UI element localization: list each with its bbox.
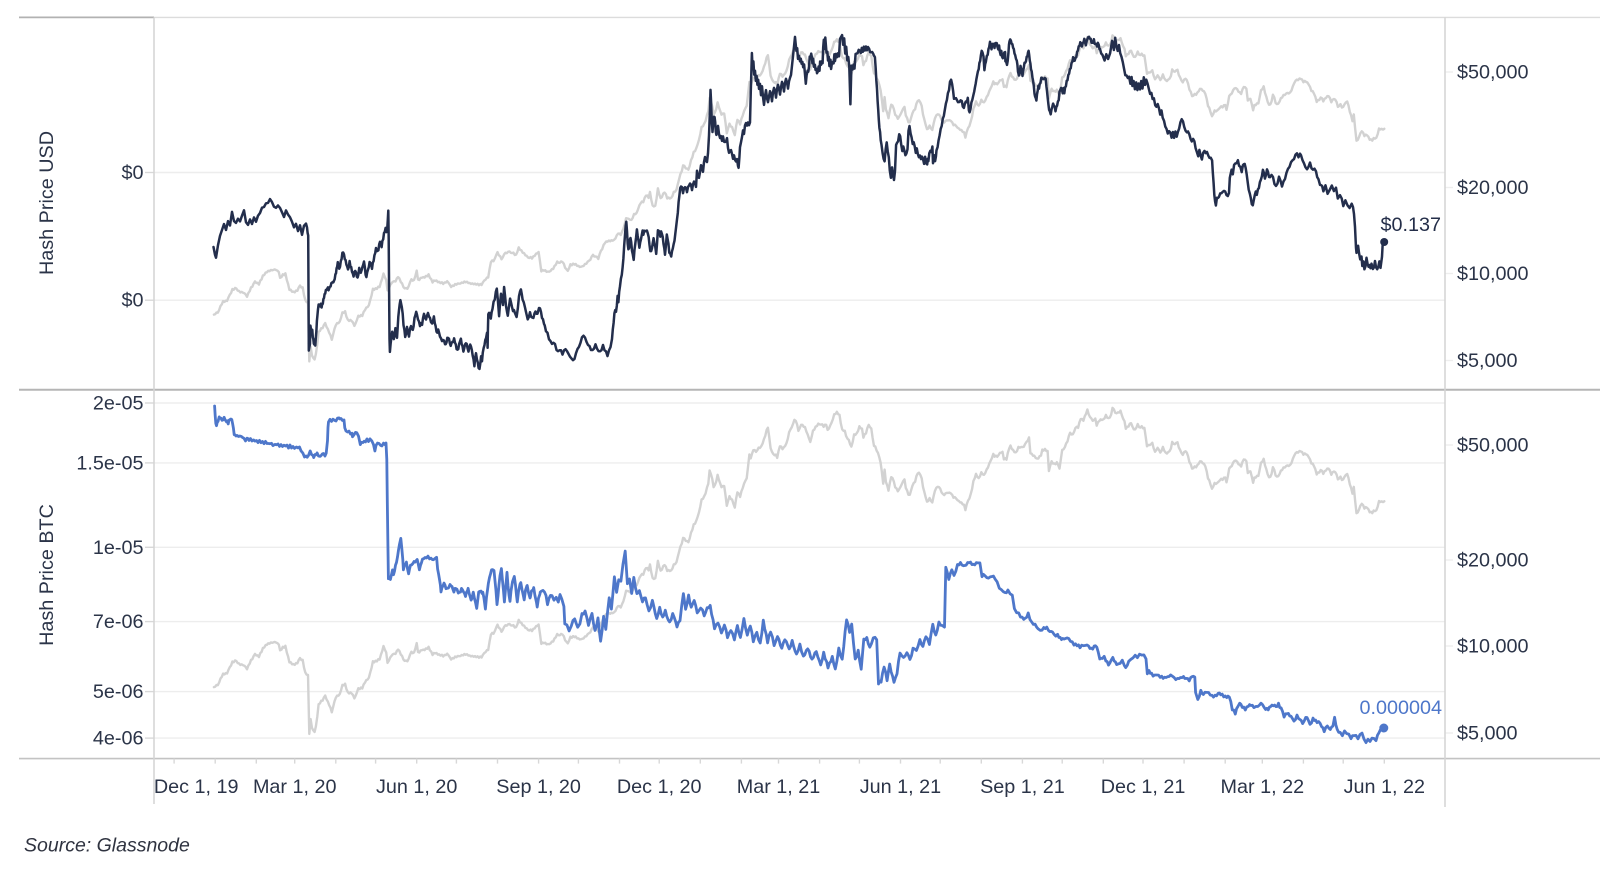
svg-text:Sep 1, 21: Sep 1, 21 [980,776,1065,798]
svg-text:$20,000: $20,000 [1457,550,1529,572]
svg-text:Dec 1, 21: Dec 1, 21 [1101,776,1186,798]
svg-text:7e-06: 7e-06 [93,611,144,633]
svg-text:1e-05: 1e-05 [93,537,144,559]
svg-text:$0.137: $0.137 [1380,214,1441,236]
svg-text:1.5e-05: 1.5e-05 [76,452,143,474]
svg-text:$0: $0 [121,290,143,312]
svg-text:$5,000: $5,000 [1457,723,1518,745]
svg-text:$50,000: $50,000 [1457,62,1529,84]
svg-text:Mar 1, 21: Mar 1, 21 [737,776,821,798]
svg-text:$20,000: $20,000 [1457,177,1529,199]
svg-text:Hash Price USD: Hash Price USD [36,131,58,275]
svg-text:$50,000: $50,000 [1457,435,1529,457]
svg-text:Jun 1, 21: Jun 1, 21 [860,776,941,798]
svg-text:4e-06: 4e-06 [93,728,144,750]
svg-text:$10,000: $10,000 [1457,263,1529,285]
svg-text:$0: $0 [121,162,143,184]
svg-text:2e-05: 2e-05 [93,393,144,415]
svg-text:5e-06: 5e-06 [93,681,144,703]
svg-text:Dec 1, 19: Dec 1, 19 [154,776,239,798]
svg-text:Sep 1, 20: Sep 1, 20 [496,776,581,798]
svg-text:Hash Price BTC: Hash Price BTC [36,504,58,646]
svg-text:Source: Glassnode: Source: Glassnode [24,835,190,857]
svg-text:Mar 1, 20: Mar 1, 20 [253,776,337,798]
svg-text:Dec 1, 20: Dec 1, 20 [617,776,702,798]
svg-text:Jun 1, 20: Jun 1, 20 [376,776,457,798]
svg-text:0.000004: 0.000004 [1359,697,1442,719]
svg-text:Jun 1, 22: Jun 1, 22 [1344,776,1425,798]
svg-text:$5,000: $5,000 [1457,350,1518,372]
svg-text:Mar 1, 22: Mar 1, 22 [1221,776,1305,798]
svg-text:$10,000: $10,000 [1457,636,1529,658]
